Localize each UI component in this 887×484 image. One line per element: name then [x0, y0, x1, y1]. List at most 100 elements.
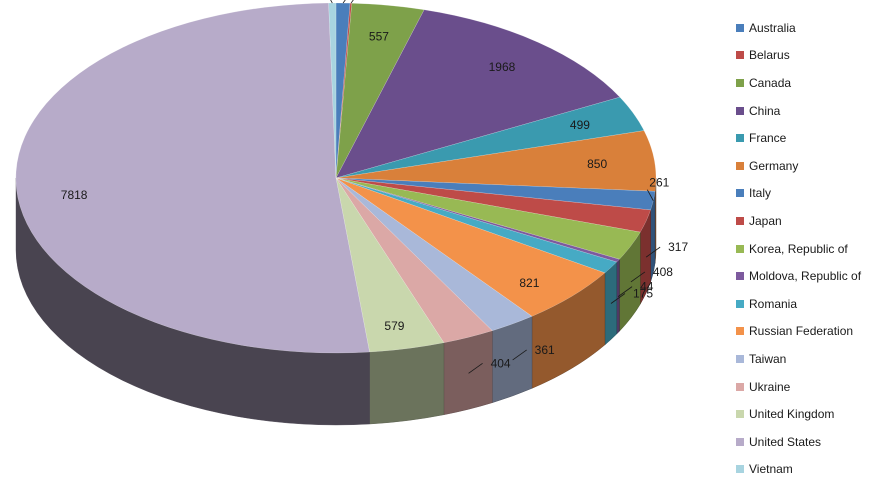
legend-swatch [736, 244, 744, 253]
pie-slice-canada [335, 2, 425, 179]
leader-line [645, 246, 661, 258]
pie-slice-united-kingdom [335, 177, 445, 353]
legend-swatch [736, 465, 744, 474]
legend-swatch [736, 216, 744, 225]
legend-item-romania: Romania [736, 290, 886, 318]
legend-item-italy: Italy [736, 180, 886, 208]
data-label-canada: 557 [369, 29, 389, 43]
legend-label: United Kingdom [749, 407, 835, 422]
legend-item-korea-republic-of: Korea, Republic of [736, 235, 886, 263]
legend-label: United States [749, 434, 822, 449]
pie-labels: 1071355719684998502613174084417582136140… [61, 0, 688, 374]
legend-item-belarus: Belarus [736, 42, 886, 70]
leader-line [630, 271, 646, 283]
legend-label: Italy [749, 186, 772, 201]
legend-swatch [736, 23, 744, 32]
chart-legend: Australia Belarus Canada China France Germany… [736, 14, 886, 483]
pie-side-ukraine [443, 330, 493, 415]
data-label-romania: 175 [633, 287, 653, 301]
pie-side-united-kingdom [369, 342, 445, 425]
pie-side-romania [604, 261, 617, 346]
legend-item-germany: Germany [736, 152, 886, 180]
pie-sides [15, 177, 657, 426]
pie-slice-italy [335, 177, 656, 211]
pie-slice-germany [335, 130, 657, 192]
pie-tops [15, 2, 657, 354]
legend-swatch [736, 354, 744, 363]
legend-swatch [736, 106, 744, 115]
legend-label: Moldova, Republic of [749, 269, 862, 284]
legend-item-china: China [736, 97, 886, 125]
data-label-germany: 850 [587, 157, 607, 171]
legend-swatch [736, 437, 744, 446]
legend-swatch [736, 327, 744, 336]
legend-swatch [736, 134, 744, 143]
legend-label: Australia [749, 20, 796, 35]
data-label-russian-federation: 821 [519, 276, 539, 290]
pie-slice-korea-republic-of [335, 177, 641, 260]
legend-item-moldova-republic-of: Moldova, Republic of [736, 262, 886, 290]
legend-item-canada: Canada [736, 69, 886, 97]
data-label-korea-republic-of: 408 [653, 265, 673, 279]
data-label-taiwan: 361 [535, 343, 555, 357]
data-label-united-states: 7818 [61, 188, 88, 202]
leader-line [342, 0, 346, 4]
legend-label: Vietnam [749, 462, 793, 477]
pie-slice-taiwan [335, 177, 533, 331]
pie-slice-romania [335, 177, 618, 274]
data-label-moldova-republic-of: 44 [640, 280, 654, 294]
pie-slice-vietnam [328, 2, 337, 179]
legend-swatch [736, 51, 744, 60]
legend-swatch [736, 299, 744, 308]
legend-label: Taiwan [749, 351, 787, 366]
leader-line [350, 0, 354, 4]
legend-item-france: France [736, 124, 886, 152]
leader-line [617, 286, 633, 297]
data-label-japan: 317 [668, 240, 688, 254]
leader-line [512, 349, 527, 361]
pie-slice-france [335, 96, 645, 179]
pie-slice-australia [335, 2, 351, 179]
legend-label: Ukraine [749, 379, 791, 394]
legend-item-taiwan: Taiwan [736, 345, 886, 373]
legend-swatch [736, 189, 744, 198]
legend-label: France [749, 131, 787, 146]
leader-line [468, 362, 483, 374]
data-label-ukraine: 404 [491, 356, 511, 370]
legend-label: China [749, 103, 781, 118]
legend-label: Belarus [749, 48, 790, 63]
legend-item-vietnam: Vietnam [736, 456, 886, 484]
data-label-united-kingdom: 579 [384, 319, 404, 333]
legend-label: Korea, Republic of [749, 241, 848, 256]
legend-item-russian-federation: Russian Federation [736, 318, 886, 346]
legend-swatch [736, 161, 744, 170]
legend-swatch [736, 410, 744, 419]
legend-swatch [736, 78, 744, 87]
pie-slice-moldova-republic-of [335, 177, 620, 263]
legend-label: Japan [749, 213, 782, 228]
data-label-france: 499 [570, 118, 590, 132]
data-label-italy: 261 [649, 176, 669, 190]
legend-label: Romania [749, 296, 798, 311]
legend-swatch [736, 382, 744, 391]
legend-label: Canada [749, 75, 792, 90]
legend-item-australia: Australia [736, 14, 886, 42]
pie-slice-russian-federation [335, 177, 606, 317]
legend-item-united-states: United States [736, 428, 886, 456]
legend-item-united-kingdom: United Kingdom [736, 400, 886, 428]
pie-slice-ukraine [335, 177, 493, 344]
pie-slice-china [335, 9, 621, 179]
leader-line [646, 189, 654, 201]
pie-slice-japan [335, 177, 651, 233]
data-label-china: 1968 [489, 60, 516, 74]
pie-slice-united-states [15, 2, 370, 354]
legend-item-japan: Japan [736, 207, 886, 235]
legend-swatch [736, 272, 744, 281]
leader-line [610, 293, 626, 304]
pie-side-moldova-republic-of [616, 258, 620, 335]
legend-label: Russian Federation [749, 324, 854, 339]
legend-label: Germany [749, 158, 799, 173]
legend-item-ukraine: Ukraine [736, 373, 886, 401]
